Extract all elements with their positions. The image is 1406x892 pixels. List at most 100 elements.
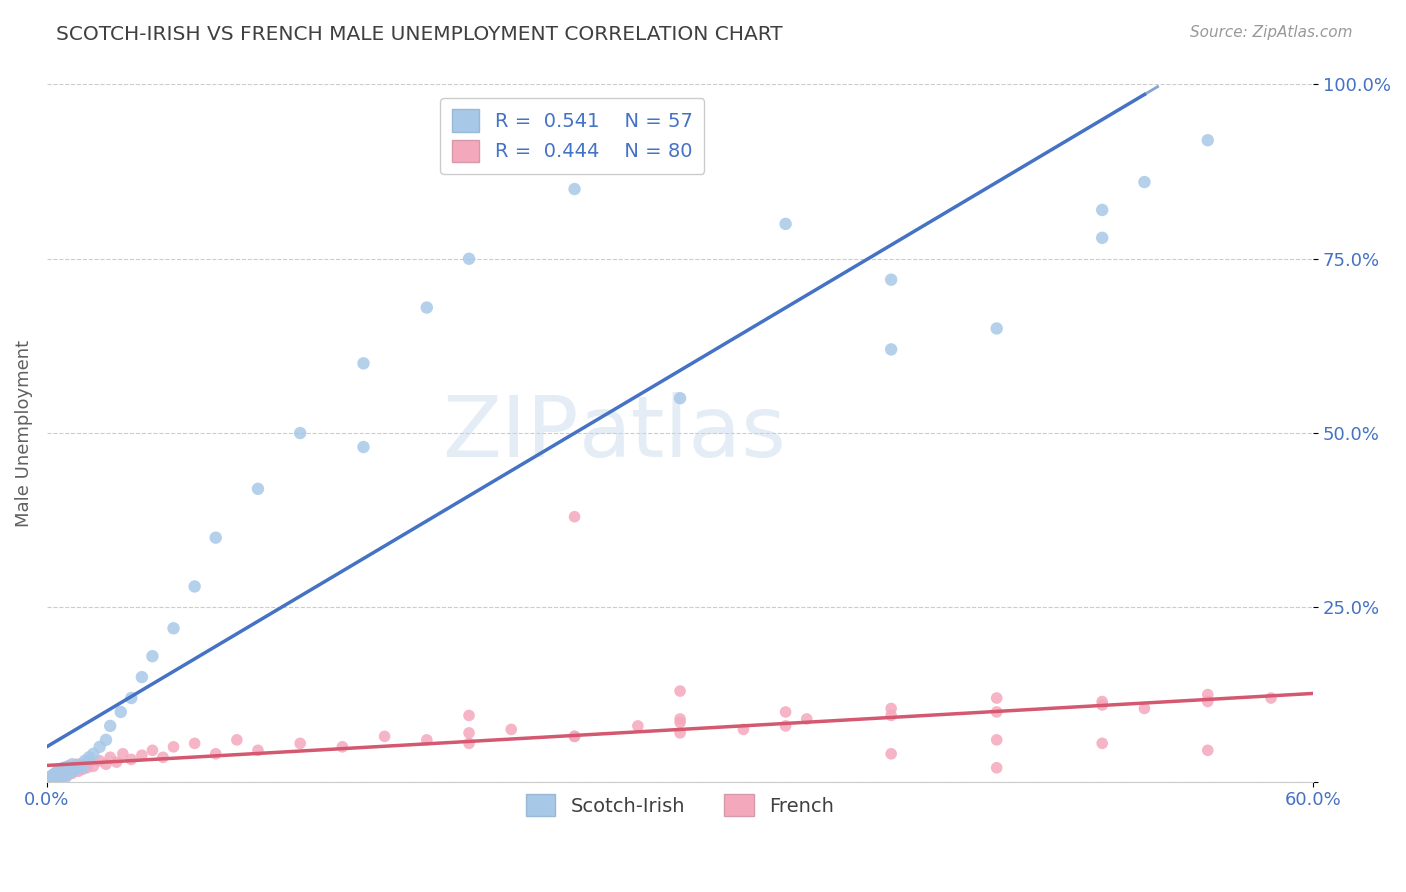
Point <box>55 770 77 784</box>
Point <box>63 761 86 775</box>
Point <box>82 759 104 773</box>
Point <box>48 771 70 785</box>
Point <box>246 743 269 757</box>
Point <box>669 712 692 726</box>
Point <box>501 723 523 737</box>
Point <box>131 670 153 684</box>
Point <box>564 730 586 744</box>
Point <box>60 766 83 780</box>
Point <box>48 762 70 776</box>
Legend: Scotch-Irish, French: Scotch-Irish, French <box>519 786 842 824</box>
Point <box>51 764 73 779</box>
Point <box>131 748 153 763</box>
Point <box>1091 694 1114 708</box>
Point <box>105 755 128 769</box>
Point <box>60 764 83 779</box>
Point <box>98 750 121 764</box>
Point <box>1091 698 1114 712</box>
Point <box>986 705 1008 719</box>
Point <box>458 736 481 750</box>
Point <box>77 750 100 764</box>
Point <box>63 761 86 775</box>
Point <box>1197 743 1219 757</box>
Point <box>67 764 90 779</box>
Point <box>39 771 62 785</box>
Point <box>42 772 65 786</box>
Point <box>796 712 818 726</box>
Point <box>416 301 439 315</box>
Point <box>52 768 75 782</box>
Text: SCOTCH-IRISH VS FRENCH MALE UNEMPLOYMENT CORRELATION CHART: SCOTCH-IRISH VS FRENCH MALE UNEMPLOYMENT… <box>56 25 783 44</box>
Point <box>94 757 117 772</box>
Point <box>38 772 60 787</box>
Point <box>162 621 184 635</box>
Point <box>46 771 69 785</box>
Text: Source: ZipAtlas.com: Source: ZipAtlas.com <box>1189 25 1353 40</box>
Point <box>152 750 174 764</box>
Text: atlas: atlas <box>579 392 787 475</box>
Point <box>880 708 903 723</box>
Point <box>1133 175 1156 189</box>
Point <box>46 773 69 788</box>
Point <box>73 757 96 772</box>
Point <box>44 766 66 780</box>
Point <box>55 764 77 778</box>
Point <box>98 719 121 733</box>
Point <box>204 531 226 545</box>
Point <box>225 732 247 747</box>
Point <box>65 762 87 776</box>
Point <box>880 343 903 357</box>
Point <box>44 766 66 780</box>
Point <box>42 768 65 782</box>
Point <box>69 757 91 772</box>
Point <box>77 755 100 769</box>
Point <box>46 772 69 786</box>
Point <box>82 747 104 761</box>
Point <box>183 579 205 593</box>
Point <box>44 772 66 786</box>
Point <box>986 761 1008 775</box>
Point <box>564 730 586 744</box>
Y-axis label: Male Unemployment: Male Unemployment <box>15 340 32 526</box>
Point <box>986 321 1008 335</box>
Point <box>120 752 142 766</box>
Point <box>48 769 70 783</box>
Point <box>56 766 79 780</box>
Point <box>775 217 797 231</box>
Point <box>1133 701 1156 715</box>
Point <box>38 771 60 785</box>
Point <box>775 705 797 719</box>
Point <box>51 766 73 780</box>
Point <box>76 761 98 775</box>
Point <box>353 356 375 370</box>
Point <box>669 715 692 730</box>
Point <box>65 757 87 772</box>
Point <box>880 701 903 715</box>
Point <box>69 759 91 773</box>
Point <box>141 649 163 664</box>
Point <box>46 764 69 779</box>
Point <box>458 726 481 740</box>
Point <box>59 764 82 779</box>
Point <box>1260 691 1282 706</box>
Point <box>416 732 439 747</box>
Point <box>733 723 755 737</box>
Point <box>56 768 79 782</box>
Point <box>1197 694 1219 708</box>
Point <box>1091 736 1114 750</box>
Point <box>72 762 94 776</box>
Point <box>51 769 73 783</box>
Point <box>880 273 903 287</box>
Point <box>111 747 134 761</box>
Point <box>52 761 75 775</box>
Point <box>55 768 77 782</box>
Point <box>1091 231 1114 245</box>
Point <box>120 691 142 706</box>
Point <box>67 759 90 773</box>
Point <box>42 768 65 782</box>
Point <box>44 771 66 785</box>
Point <box>59 762 82 776</box>
Point <box>39 769 62 783</box>
Point <box>52 770 75 784</box>
Point <box>48 762 70 776</box>
